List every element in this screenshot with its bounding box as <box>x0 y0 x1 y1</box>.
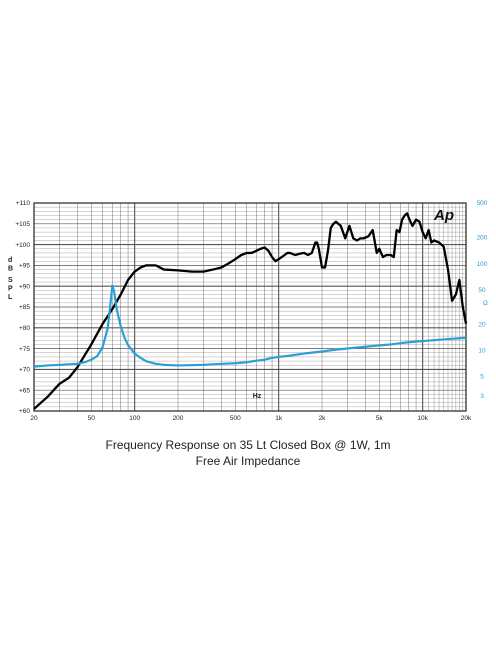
brand-logo: Ap <box>433 207 454 224</box>
y2-tick-label: 20 <box>478 321 486 328</box>
x-tick-label: 20k <box>461 415 472 422</box>
x-tick-label: 100 <box>129 415 140 422</box>
y2-tick-label: 50 <box>478 287 486 294</box>
y2-tick-label: 200 <box>477 235 488 242</box>
x-tick-label: 20 <box>30 415 38 422</box>
frequency-response-chart: +60 +65 +70 +75 +80 +85 +90 +95 +100 +105 +110 3 5 1… <box>8 200 488 422</box>
chart-series <box>33 212 468 410</box>
y-tick-label: +100 <box>15 242 30 249</box>
y-tick-label: +85 <box>19 304 30 311</box>
x-axis-label: Hz <box>253 393 262 400</box>
y-tick-label: +60 <box>19 408 30 415</box>
chart-grid <box>33 202 467 412</box>
chart-caption-line2: Free Air Impedance <box>195 454 301 468</box>
x-tick-label: 200 <box>173 415 184 422</box>
y-tick-label: +110 <box>16 200 31 207</box>
y-tick-label: +80 <box>19 325 30 332</box>
y-tick-label: +65 <box>19 387 30 394</box>
y-tick-label: +70 <box>19 367 30 374</box>
y-tick-label: +90 <box>19 283 30 290</box>
spl-curve <box>33 212 468 410</box>
y2-tick-label: 3 <box>480 393 484 400</box>
y-tick-label: +75 <box>19 346 30 353</box>
x-tick-label: 500 <box>230 415 241 422</box>
y-tick-label: +95 <box>19 263 30 270</box>
y2-tick-label: 5 <box>480 374 484 381</box>
y2-tick-label: 100 <box>477 261 488 268</box>
plot-frame <box>33 202 467 412</box>
y2-tick-label: 500 <box>477 200 488 207</box>
y-axis-label-right: Ω <box>483 300 488 307</box>
right-axis-ticks: 3 5 10 20 50 100 200 500 <box>477 200 488 400</box>
x-tick-label: 2k <box>319 415 327 422</box>
y2-tick-label: 10 <box>478 348 486 355</box>
x-tick-label: 50 <box>88 415 96 422</box>
chart-caption-line1: Frequency Response on 35 Lt Closed Box @… <box>105 438 391 452</box>
x-tick-label: 5k <box>376 415 384 422</box>
x-axis-ticks: 20 50 100 200 500 1k 2k 5k 10k 20k <box>30 415 472 422</box>
y-tick-label: +105 <box>15 221 30 228</box>
left-axis-ticks: +60 +65 +70 +75 +80 +85 +90 +95 +100 +105 +110 <box>15 200 30 415</box>
x-tick-label: 10k <box>417 415 428 422</box>
x-tick-label: 1k <box>275 415 283 422</box>
impedance-curve <box>33 284 467 368</box>
